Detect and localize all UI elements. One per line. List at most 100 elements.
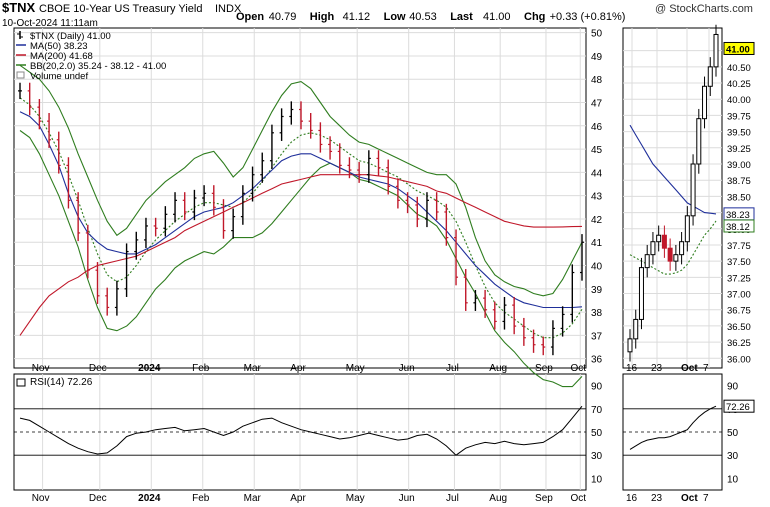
price-tick-label: 47 <box>591 99 603 110</box>
bb-lower-line <box>19 130 583 388</box>
rsi-tick-label: 30 <box>591 451 603 462</box>
zoom-tick-label: 36.25 <box>727 338 751 349</box>
month-label: Sep <box>535 363 553 374</box>
ma200-line <box>19 174 583 336</box>
rsi-series <box>19 405 583 456</box>
rsi-month-label: Mar <box>244 493 262 504</box>
zoom-rsi-series <box>629 405 717 450</box>
month-label: Feb <box>192 363 210 374</box>
rsi-last-badge-box <box>723 399 755 413</box>
zoom-rsi-tick-label: 30 <box>727 451 739 462</box>
price-tick-label: 50 <box>591 29 603 40</box>
zoom-last-badge: 41.00 <box>726 44 750 55</box>
rsi-tick-label: 90 <box>591 382 603 393</box>
zoom-rsi-x-label: Oct <box>681 493 698 504</box>
ohlc-label: High <box>310 11 335 23</box>
security-name: CBOE 10-Year US Treasury Yield <box>39 3 202 15</box>
month-label: Jun <box>399 363 415 374</box>
zoom-tick-label: 37.75 <box>727 241 751 252</box>
timestamp: 10-Oct-2024 11:11am <box>2 18 98 29</box>
zoom-candle <box>644 254 650 269</box>
month-label: Aug <box>489 363 507 374</box>
zoom-candle <box>638 267 644 320</box>
bollinger-bands <box>19 64 717 388</box>
zoom-x-label: Oct <box>681 363 698 374</box>
zoom-candle <box>656 234 662 243</box>
zoom-rsi-x-label: 7 <box>703 493 709 504</box>
zoom-candle <box>684 215 690 243</box>
zoom-bbmid-badge: 38.12 <box>726 222 750 233</box>
rsi-month-label: Dec <box>89 493 107 504</box>
month-label: Nov <box>32 363 50 374</box>
ohlc-label: Chg <box>524 11 545 23</box>
rsi-tick-label: 10 <box>591 474 603 485</box>
rsi-month-label: Feb <box>192 493 210 504</box>
bb-middle-line <box>19 97 583 339</box>
month-label: Mar <box>244 363 262 374</box>
zoom-tick-label: 37.00 <box>727 290 751 301</box>
zoom-last-badge-box <box>723 41 755 55</box>
zoom-candle <box>661 234 667 249</box>
zoom-candle <box>690 163 696 217</box>
rsi-line <box>19 405 717 456</box>
ohlc-value: 40.79 <box>269 11 297 23</box>
ohlc-label: Low <box>384 11 406 23</box>
zoom-rsi-tick-label: 10 <box>727 474 739 485</box>
ohlc-label: Open <box>236 11 264 23</box>
price-bars <box>18 24 719 362</box>
zoom-candle <box>673 254 679 262</box>
zoom-candle <box>633 318 639 340</box>
zoom-candle <box>667 247 673 262</box>
rsi-month-label: Sep <box>535 493 553 504</box>
zoom-tick-label: 39.50 <box>727 128 751 139</box>
zoom-bb-middle-line <box>629 220 717 275</box>
zoom-candle <box>707 66 713 87</box>
price-tick-label: 42 <box>591 215 603 226</box>
month-label: May <box>346 363 365 374</box>
zoom-rsi-tick-label: 90 <box>727 382 739 393</box>
legend-text: MA(200) 41.68 <box>30 51 93 62</box>
zoom-rsi-x-label: 16 <box>626 493 638 504</box>
rsi-month-label: 2024 <box>138 493 161 504</box>
zoom-price-panel <box>622 27 723 369</box>
zoom-candle <box>650 241 656 256</box>
rsi-month-label: May <box>346 493 365 504</box>
month-label: 2024 <box>138 363 161 374</box>
rsi-tick-label: 50 <box>591 428 603 439</box>
rsi-month-label: Oct <box>570 493 586 504</box>
price-tick-label: 41 <box>591 238 603 249</box>
zoom-tick-label: 36.75 <box>727 306 751 317</box>
zoom-x-label: 7 <box>703 363 709 374</box>
price-tick-label: 44 <box>591 168 603 179</box>
zoom-tick-label: 37.50 <box>727 257 751 268</box>
zoom-tick-label: 36.00 <box>727 354 751 365</box>
zoom-candle <box>627 338 633 353</box>
symbol-title: $TNX <box>2 0 36 15</box>
rsi-month-label: Apr <box>290 493 306 504</box>
zoom-rsi-x-label: 23 <box>651 493 663 504</box>
price-tick-label: 39 <box>591 285 603 296</box>
grid-lines <box>14 28 722 490</box>
legend-text: Volume undef <box>30 71 88 82</box>
rsi-legend-swatch <box>16 378 26 387</box>
rsi-month-label: Aug <box>489 493 507 504</box>
rsi-label: RSI(14) 72.26 <box>30 377 93 388</box>
price-tick-label: 46 <box>591 122 603 133</box>
legend-text: MA(50) 38.23 <box>30 41 88 52</box>
ma50-line <box>19 111 583 309</box>
zoom-tick-label: 38.50 <box>727 192 751 203</box>
rsi-month-label: Nov <box>32 493 50 504</box>
ohlc-value: +0.33 (+0.81%) <box>550 11 626 23</box>
price-tick-label: 36 <box>591 355 603 366</box>
price-tick-label: 48 <box>591 75 603 86</box>
zoom-candle <box>696 118 702 165</box>
ohlc-value: 41.00 <box>483 11 511 23</box>
rsi-last-badge: 72.26 <box>726 402 750 413</box>
ohlc-value: 41.12 <box>343 11 371 23</box>
zoom-tick-label: 39.25 <box>727 144 751 155</box>
legend-marker <box>16 71 25 79</box>
price-tick-label: 40 <box>591 262 603 273</box>
zoom-x-label: 23 <box>651 363 663 374</box>
